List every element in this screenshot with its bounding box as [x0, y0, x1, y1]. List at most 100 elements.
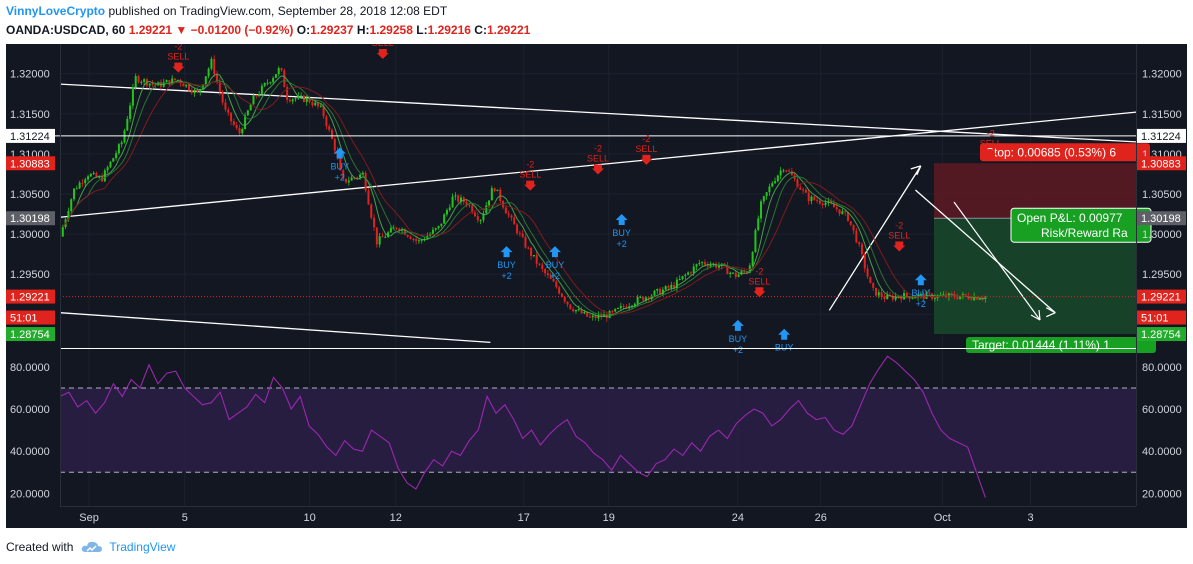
candle	[457, 194, 460, 204]
candle-body	[109, 161, 112, 168]
low-value: 1.29216	[427, 23, 471, 37]
candle-body	[659, 288, 662, 295]
candle	[283, 68, 286, 88]
buy-arrow-icon	[548, 246, 561, 258]
candle-body	[409, 236, 412, 240]
candle-body	[448, 207, 451, 210]
signal-count: +2	[335, 172, 345, 182]
candle	[900, 294, 903, 303]
ohlc-line: OANDA:USDCAD, 60 1.29221 ▼ −0.01200 (−0.…	[6, 23, 530, 37]
candle-body	[84, 179, 87, 184]
price-tag-text: 1.28754	[10, 329, 50, 341]
candle	[594, 313, 597, 321]
candle-body	[524, 236, 527, 248]
rsi-tick-label-right: 80.0000	[1142, 362, 1182, 374]
price-tag-text: 1.31224	[10, 131, 50, 143]
candle-body	[381, 236, 384, 238]
buy-signal: BUY+2	[497, 246, 516, 281]
candle-body	[928, 292, 931, 294]
right-price-tag: 1.31224	[1137, 128, 1186, 143]
candle	[333, 137, 336, 155]
candle-body	[793, 175, 796, 180]
candle	[970, 297, 973, 301]
candle-body	[120, 142, 123, 145]
candle	[656, 288, 659, 294]
candle	[664, 285, 667, 291]
candle	[639, 295, 642, 299]
candle	[392, 224, 395, 229]
candle	[734, 270, 737, 280]
candle-body	[894, 296, 897, 300]
candle	[689, 271, 692, 276]
chart-canvas[interactable]: Stop: 0.00685 (0.53%) 6 Open P&L: 0.00977…	[6, 44, 1187, 528]
last-price: 1.29221	[128, 23, 173, 37]
candle-body	[574, 309, 577, 312]
candle-body	[288, 99, 291, 102]
candle-body	[78, 182, 81, 189]
rsi-line	[59, 355, 986, 498]
candle	[516, 223, 519, 236]
candle	[246, 109, 249, 116]
candle-body	[656, 288, 659, 291]
rsi-tick-label-right: 60.0000	[1142, 404, 1182, 416]
candle-body	[440, 223, 443, 226]
candle-body	[877, 292, 880, 296]
candle-body	[496, 189, 499, 192]
author-link[interactable]: VinnyLoveCrypto	[6, 4, 106, 18]
x-tick-label: 5	[182, 512, 188, 524]
rsi-tick-label-left: 20.0000	[10, 488, 50, 500]
candle-body	[706, 264, 709, 267]
candle	[238, 124, 241, 137]
x-tick-label: Oct	[934, 512, 951, 524]
candle	[614, 308, 617, 313]
created-with-label: Created with	[6, 540, 74, 554]
tradingview-link[interactable]: TradingView	[109, 540, 176, 554]
candle-body	[872, 283, 875, 288]
candle-body	[507, 213, 510, 216]
candle-body	[810, 196, 813, 202]
buy-signal: BUY	[775, 328, 793, 353]
candle	[454, 192, 457, 201]
candle	[698, 259, 701, 266]
candle-body	[852, 224, 855, 231]
signal-count: -2	[895, 221, 903, 231]
candle-body	[367, 190, 370, 205]
candle	[291, 98, 294, 105]
trendline-arrowhead	[910, 165, 922, 176]
price-tags: 1.31224 1.31224 1.30883 1.30883 1.30198 1.301…	[6, 128, 1186, 342]
candle-body	[333, 139, 336, 151]
candle	[788, 168, 791, 173]
candle-body	[664, 285, 667, 290]
rsi-tick-label-left: 40.0000	[10, 446, 50, 458]
candle-body	[106, 167, 109, 171]
candle-body	[305, 97, 308, 103]
candle-body	[617, 308, 620, 310]
candle-body	[709, 264, 712, 267]
candle	[681, 275, 684, 281]
candle	[513, 214, 516, 225]
candle-body	[81, 182, 84, 184]
price-series	[6, 55, 1136, 322]
candle-body	[190, 90, 193, 94]
candle-body	[291, 99, 294, 102]
candle-body	[73, 188, 76, 200]
candle	[476, 212, 479, 223]
candle-body	[204, 76, 207, 85]
candle-body	[698, 263, 701, 265]
long-position-tool[interactable]: Stop: 0.00685 (0.53%) 6 Open P&L: 0.00977…	[934, 143, 1156, 354]
candle-body	[740, 271, 743, 275]
sell-arrow-icon	[753, 287, 766, 298]
candle-body	[227, 109, 230, 113]
candle-body	[364, 172, 367, 191]
candle-body	[510, 215, 513, 218]
candle	[729, 271, 732, 278]
candle-body	[978, 298, 981, 300]
rsi-series	[59, 355, 986, 498]
rsi-tick-label-right: 40.0000	[1142, 446, 1182, 458]
y-tick-label-right: 1.32000	[1142, 69, 1182, 81]
rsi-tick-label-left: 80.0000	[10, 362, 50, 374]
candle	[412, 237, 415, 243]
